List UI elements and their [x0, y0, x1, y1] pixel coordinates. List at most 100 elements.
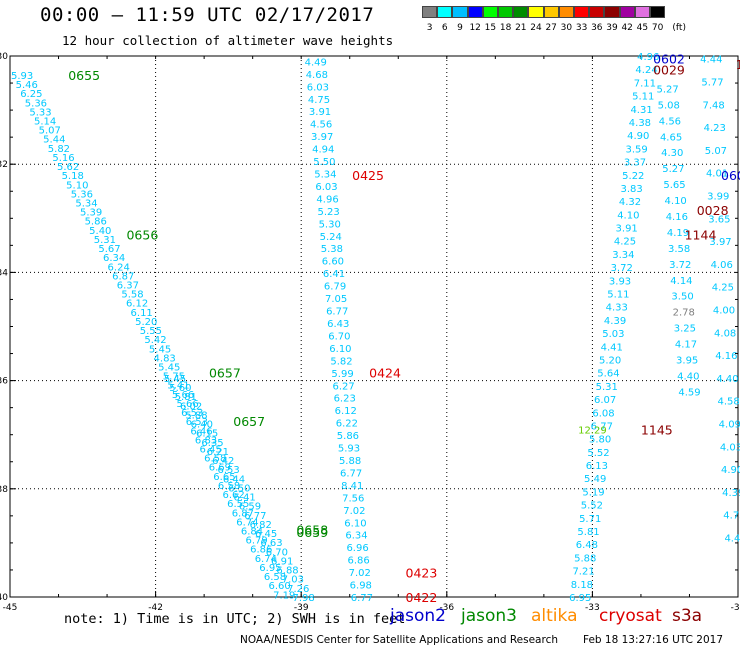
- swh-value: 5.45: [158, 363, 180, 374]
- swh-value: 5.38: [321, 244, 343, 255]
- swh-value: 6.69: [209, 463, 231, 474]
- swh-value: 6.77: [591, 421, 613, 432]
- swh-value: 6.63: [260, 538, 282, 549]
- swh-value: 5.45: [164, 374, 186, 385]
- swh-value: 6.58: [204, 454, 226, 465]
- swh-value: 6.88: [276, 566, 298, 577]
- swh-value: 6.83: [195, 435, 217, 446]
- pass-time-label: 1: [736, 57, 740, 72]
- swh-value: 6.50: [228, 483, 250, 494]
- swh-value: 5.18: [62, 171, 84, 182]
- legend-swatch: [513, 6, 529, 18]
- swh-value: 6.46: [190, 426, 212, 437]
- swh-value: 4.56: [659, 116, 681, 127]
- swh-value: 6.24: [108, 262, 130, 273]
- legend-label: 18: [499, 23, 512, 33]
- swh-value: 4.90: [627, 131, 649, 142]
- swh-value: 6.43: [327, 319, 349, 330]
- footer-timestamp: Feb 18 13:27:16 UTC 2017: [583, 634, 723, 646]
- swh-value: 3.58: [668, 244, 690, 255]
- legend-swatch: [558, 6, 574, 18]
- swh-value: 4.00: [713, 305, 735, 316]
- swh-value: 5.34: [314, 170, 336, 181]
- swh-value: 6.58: [264, 572, 286, 583]
- swh-value: 5.81: [577, 527, 599, 538]
- swh-value: 6.70: [328, 331, 350, 342]
- swh-value: 6.96: [346, 543, 368, 554]
- chart-title: 00:00 – 11:59 UTC 02/17/2017: [40, 4, 375, 26]
- swh-value: 5.66: [177, 399, 199, 410]
- swh-value: 4.25: [614, 237, 636, 248]
- swh-value: 5.24: [320, 232, 342, 243]
- pass-time-label: 1145: [641, 422, 673, 437]
- swh-value: 5.36: [71, 189, 93, 200]
- swh-value: 6.48: [576, 540, 598, 551]
- swh-value: 6.12: [126, 299, 148, 310]
- swh-value: 6.58: [218, 481, 240, 492]
- swh-value: 4.94: [312, 145, 334, 156]
- swh-value: 5.67: [98, 244, 120, 255]
- swh-value: 7.02: [343, 506, 365, 517]
- swh-value: 6.07: [594, 395, 616, 406]
- swh-value: 6.44: [223, 474, 245, 485]
- swh-value: 3.25: [674, 324, 696, 335]
- swh-value: 8.18: [571, 580, 593, 591]
- legend-swatch: [482, 6, 498, 18]
- swh-value: 5.88: [574, 553, 596, 564]
- swh-value: 4.75: [308, 95, 330, 106]
- swh-value: 4.14: [670, 276, 692, 287]
- swh-value: 7.56: [342, 493, 364, 504]
- pass-time-label: 0424: [369, 365, 401, 380]
- swh-value: 5.27: [656, 84, 678, 95]
- swh-value: 5.66: [172, 390, 194, 401]
- swh-value: 6.23: [334, 394, 356, 405]
- swh-value: 6.34: [103, 253, 125, 264]
- swh-value: 5.99: [331, 369, 353, 380]
- legend-swatch: [619, 6, 635, 18]
- swh-value: 4.56: [310, 120, 332, 131]
- swh-value: 4.83: [154, 353, 176, 364]
- swh-value: 5.07: [39, 126, 61, 137]
- swh-value: 6.60: [268, 581, 290, 592]
- swh-value: 5.93: [11, 71, 33, 82]
- swh-value: 4.65: [660, 132, 682, 143]
- legend-swatch: [574, 6, 590, 18]
- swh-value: 4.01: [706, 169, 728, 180]
- pass-time-label: 0603: [721, 168, 740, 183]
- legend-label: 6: [441, 23, 448, 33]
- legend-swatch: [543, 6, 559, 18]
- pass-time-label: 0422: [406, 590, 438, 605]
- y-tick-label: -32: [0, 160, 8, 170]
- swh-value: 4.08: [714, 328, 736, 339]
- swh-value: 6.40: [191, 420, 213, 431]
- legend-unit: (ft): [672, 23, 686, 33]
- swh-value: 4.10: [617, 210, 639, 221]
- legend-swatch: [528, 6, 544, 18]
- swh-value: 6.15: [196, 429, 218, 440]
- swh-value: 5.44: [43, 135, 65, 146]
- swh-value: 5.49: [584, 474, 606, 485]
- swh-value: 4.24: [635, 65, 657, 76]
- swh-value: 4.38: [629, 118, 651, 129]
- swh-value: 7.48: [702, 100, 724, 111]
- swh-value: 3.99: [707, 192, 729, 203]
- swh-value: 6.79: [324, 282, 346, 293]
- swh-value: 5.22: [622, 171, 644, 182]
- swh-value: 5.33: [29, 107, 51, 118]
- swh-value: 7.02: [349, 568, 371, 579]
- legend-swatch: [467, 6, 483, 18]
- swh-value: 4.39: [722, 488, 740, 499]
- swh-value: 5.82: [330, 356, 352, 367]
- swh-value: 5.11: [607, 290, 629, 301]
- swh-value: 6.82: [250, 520, 272, 531]
- legend-label: 45: [636, 23, 649, 33]
- swh-value: 6.53: [181, 408, 203, 419]
- legend-label: 70: [651, 23, 664, 33]
- swh-value: 6.77: [351, 593, 373, 604]
- swh-value: 6.65: [213, 472, 235, 483]
- swh-value: 4.03: [720, 442, 740, 453]
- swh-value: 5.40: [89, 226, 111, 237]
- swh-value: 3.37: [624, 158, 646, 169]
- swh-value: 6.74: [236, 517, 258, 528]
- swh-value: 6.22: [336, 419, 358, 430]
